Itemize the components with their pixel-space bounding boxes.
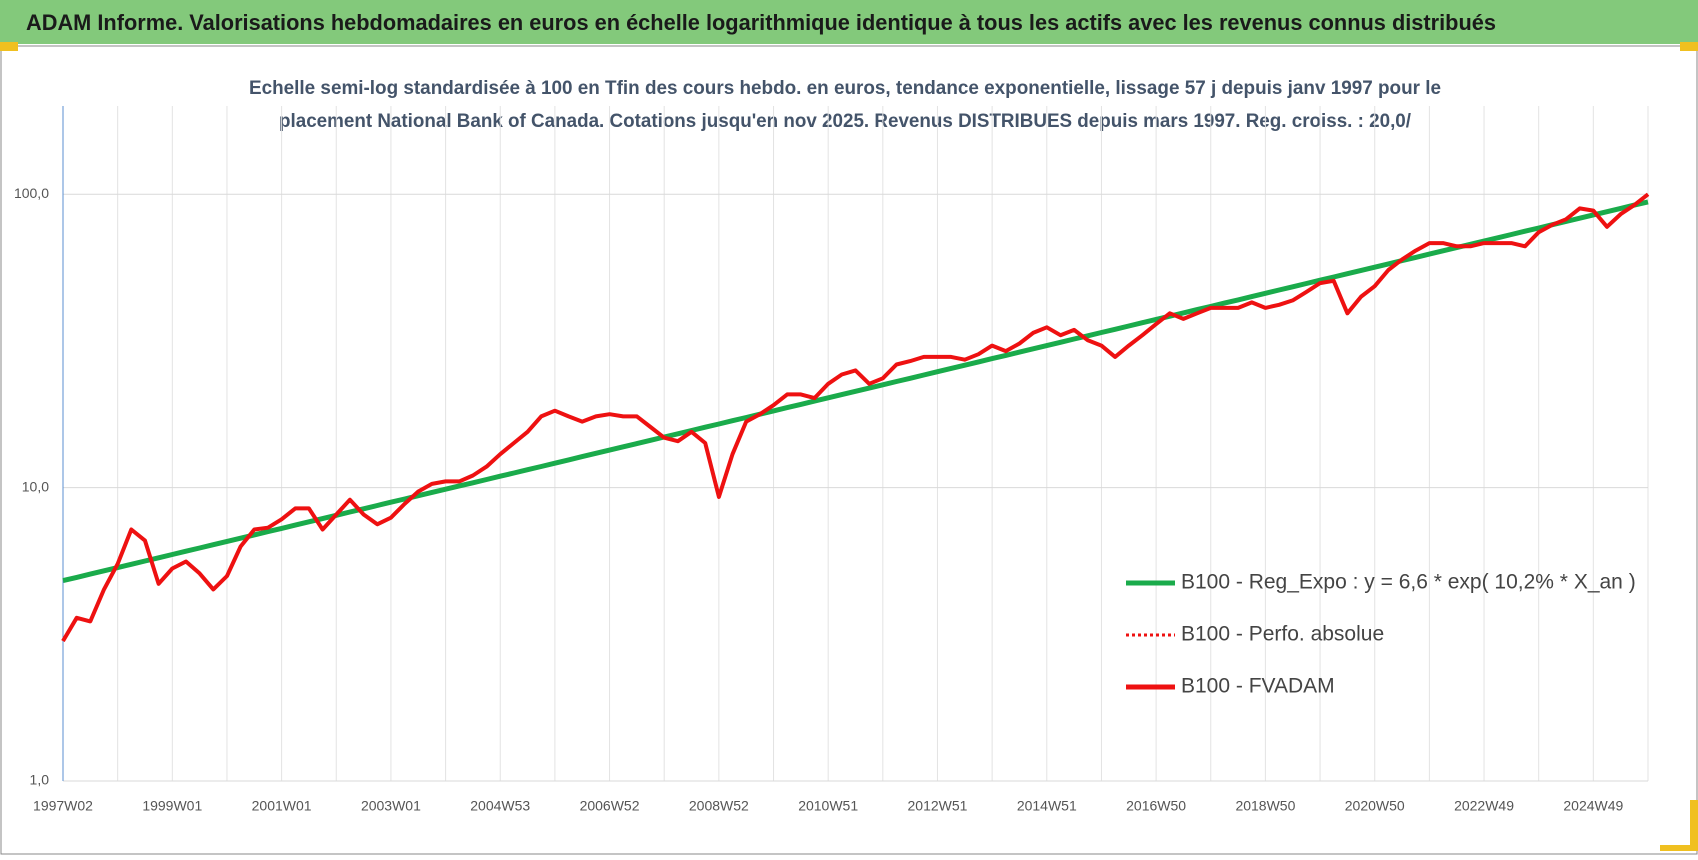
x-tick-label: 2016W50 (1126, 798, 1186, 814)
chart-subtitle: Echelle semi-log standardisée à 100 en T… (249, 78, 1441, 99)
corner-mark (1690, 800, 1698, 850)
legend-label: B100 - FVADAM (1181, 675, 1335, 698)
header-bar (0, 0, 1698, 44)
x-tick-label: 1999W01 (142, 798, 202, 814)
chart-title: ADAM Informe. Valorisations hebdomadaire… (26, 10, 1496, 35)
x-tick-label: 2020W50 (1345, 798, 1405, 814)
frame (0, 45, 1698, 855)
series-line (62, 199, 1649, 584)
y-tick-label: 1,0 (30, 772, 50, 788)
x-tick-label: 2010W51 (798, 798, 858, 814)
x-tick-label: 2008W52 (689, 798, 749, 814)
chart-subtitle: placement National Bank of Canada. Cotat… (279, 111, 1412, 132)
x-tick-label: 2012W51 (908, 798, 968, 814)
corner-mark (1680, 42, 1698, 51)
x-tick-label: 2001W01 (252, 798, 312, 814)
corner-mark (0, 42, 18, 51)
x-tick-label: 2006W52 (580, 798, 640, 814)
x-tick-label: 2003W01 (361, 798, 421, 814)
legend-label: B100 - Reg_Expo : y = 6,6 * exp( 10,2% *… (1181, 571, 1636, 594)
x-tick-label: 2018W50 (1235, 798, 1295, 814)
x-tick-label: 2022W49 (1454, 798, 1514, 814)
x-tick-label: 2004W53 (470, 798, 530, 814)
y-tick-label: 10,0 (22, 478, 49, 494)
x-tick-label: 2014W51 (1017, 798, 1077, 814)
corner-mark (1660, 845, 1698, 851)
series-line (61, 192, 1650, 643)
x-tick-label: 2024W49 (1563, 798, 1623, 814)
legend-label: B100 - Perfo. absolue (1181, 623, 1384, 646)
y-tick-label: 100,0 (14, 185, 49, 201)
x-tick-label: 1997W02 (33, 798, 93, 814)
